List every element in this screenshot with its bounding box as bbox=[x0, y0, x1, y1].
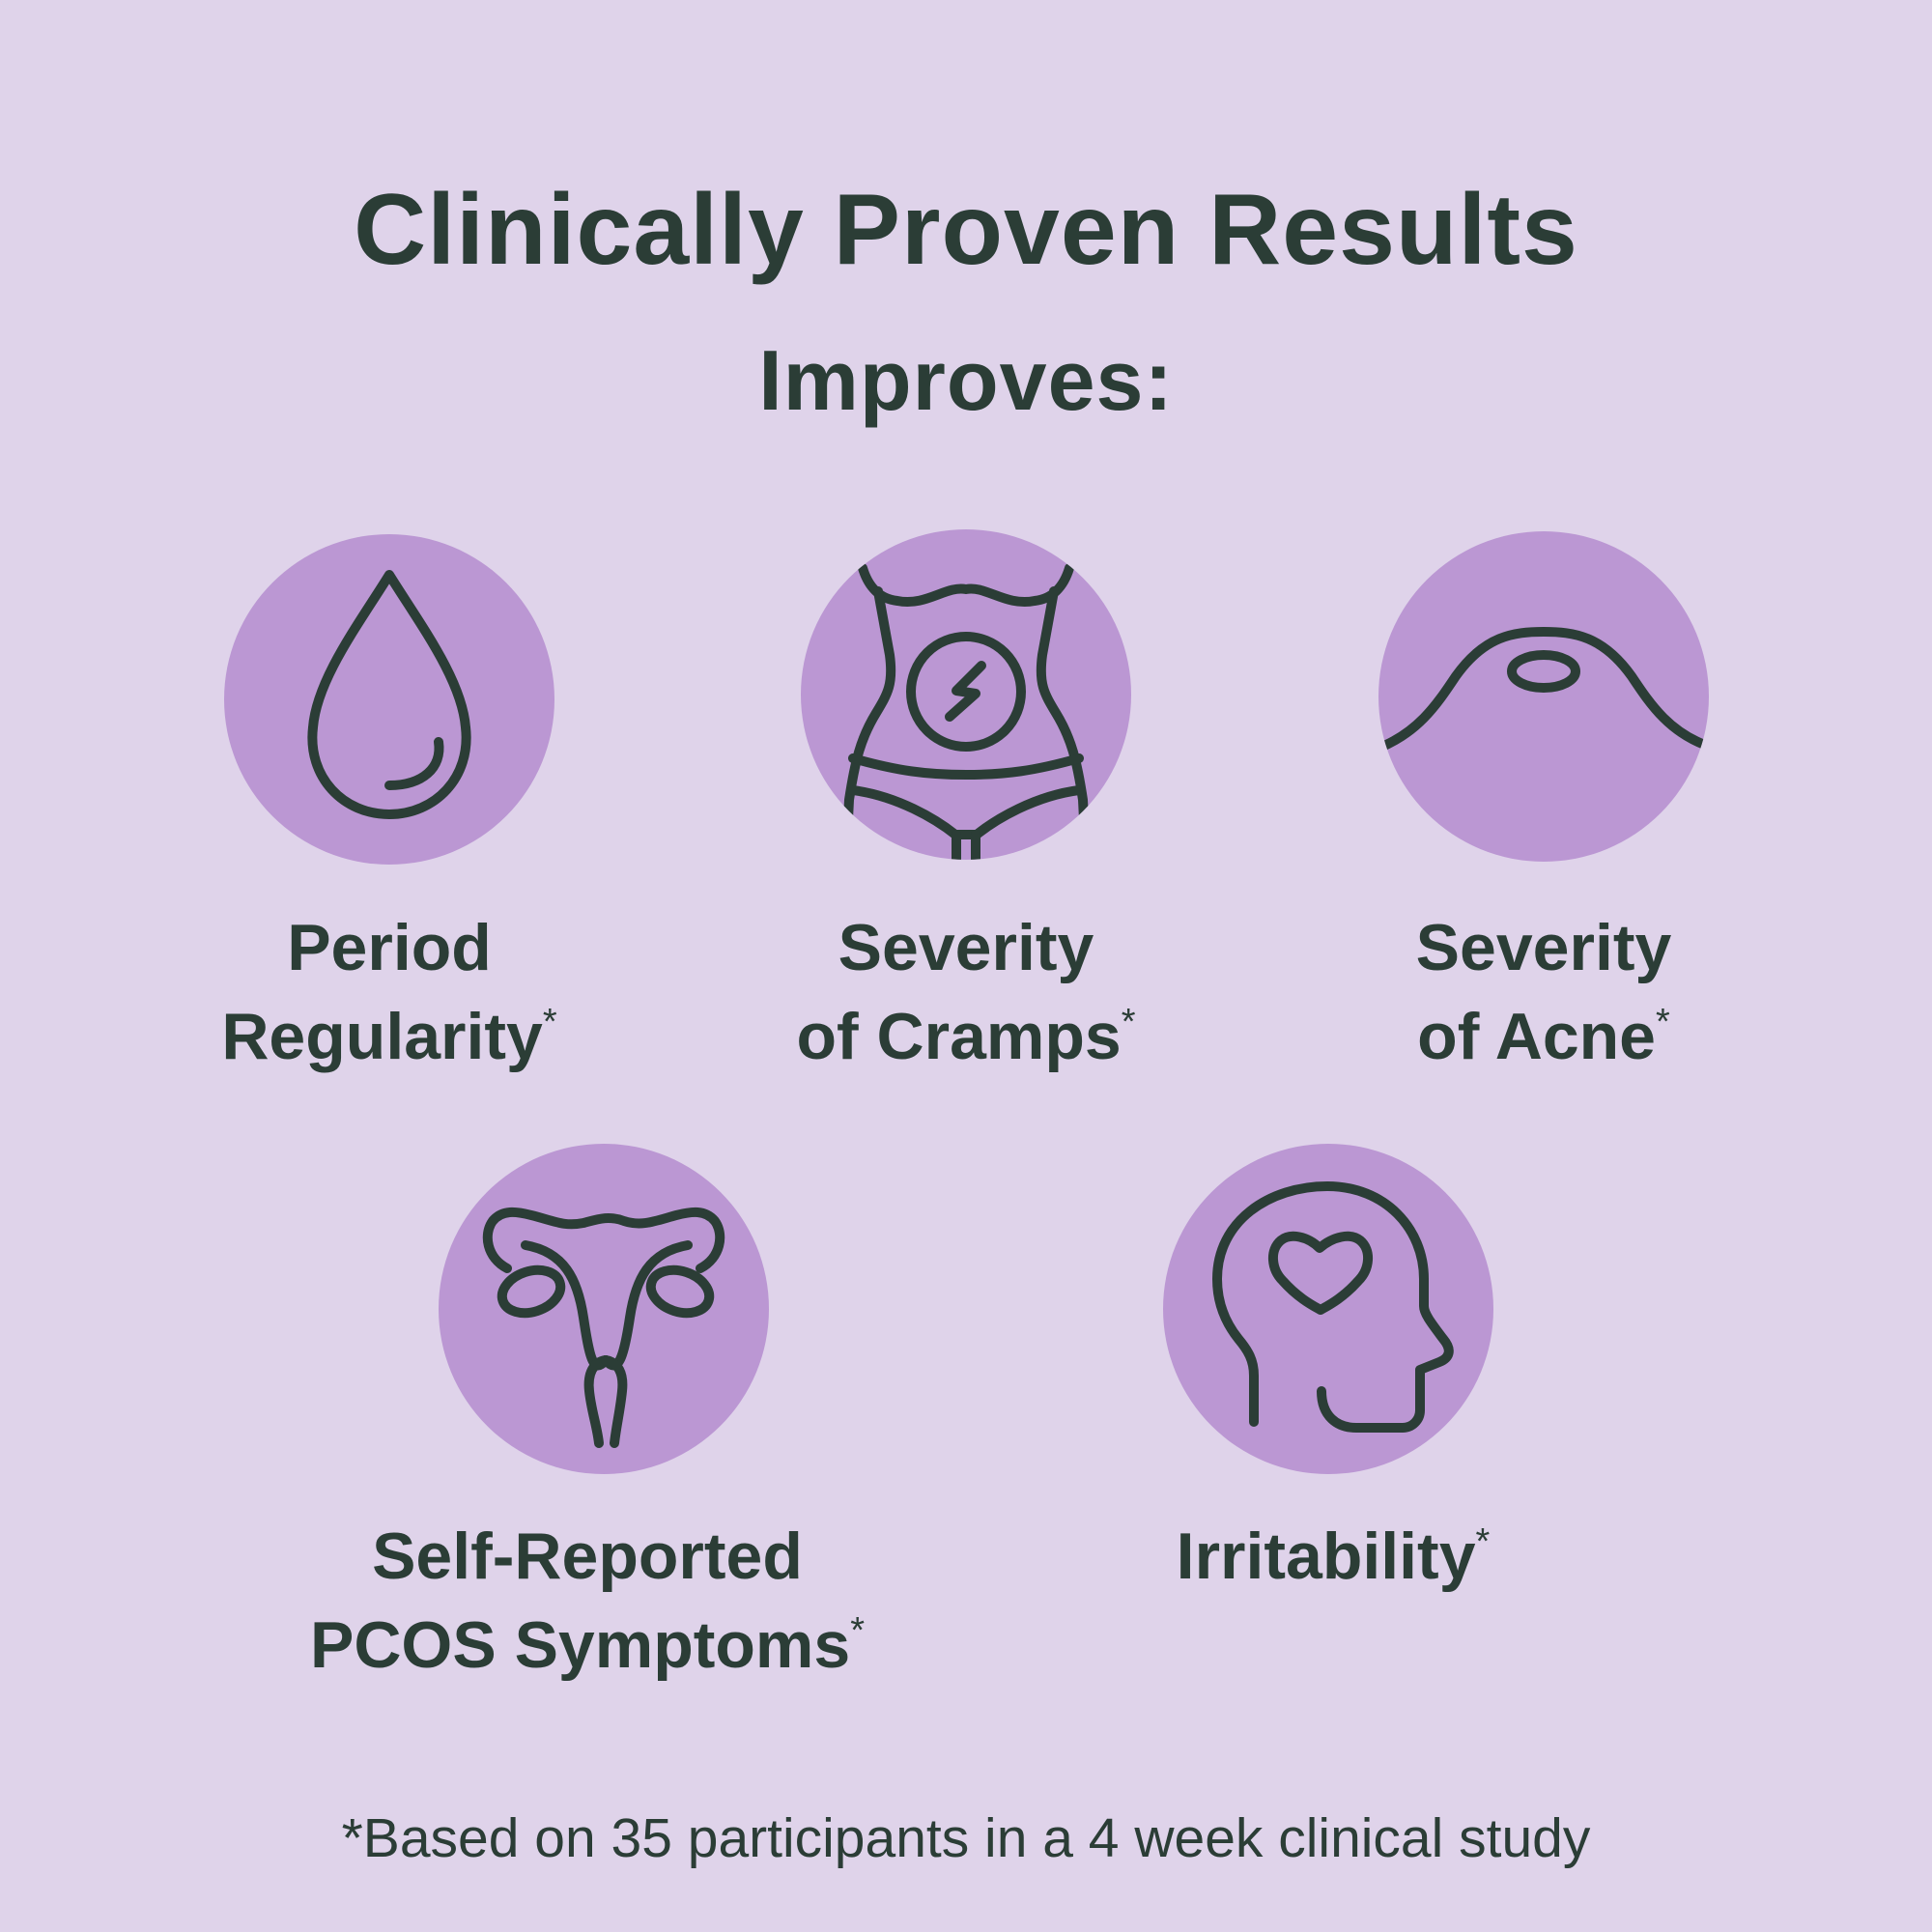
benefit-icon-circle-irritability bbox=[1163, 1144, 1493, 1474]
benefit-label-line2: PCOS Symptoms* bbox=[309, 1608, 866, 1682]
benefit-label-line2: Regularity* bbox=[221, 1000, 557, 1073]
benefit-icon-circle-period bbox=[224, 534, 554, 865]
asterisk-mark: * bbox=[1656, 1002, 1670, 1042]
benefit-label-pcos: Self-Reported PCOS Symptoms* bbox=[298, 1512, 877, 1690]
benefit-icon-circle-cramps bbox=[801, 529, 1131, 860]
benefit-icon-circle-pcos bbox=[439, 1144, 769, 1474]
benefit-label-irritability: Irritability* bbox=[1043, 1512, 1623, 1601]
benefit-label-line1: Severity bbox=[1415, 911, 1672, 984]
asterisk-mark: * bbox=[542, 1002, 557, 1042]
benefit-label-line1: Severity bbox=[838, 911, 1094, 984]
acne-pimple-icon bbox=[1378, 627, 1709, 753]
benefit-label-acne: Severity of Acne* bbox=[1254, 903, 1833, 1081]
benefit-label-line1: Irritability* bbox=[1176, 1520, 1491, 1593]
asterisk-mark: * bbox=[850, 1610, 866, 1651]
abdominal-cramp-icon bbox=[840, 563, 1092, 860]
asterisk-mark: * bbox=[1475, 1521, 1491, 1562]
benefit-label-cramps: Severity of Cramps* bbox=[676, 903, 1256, 1081]
uterus-icon bbox=[482, 1207, 725, 1448]
page-subtitle: Improves: bbox=[758, 332, 1174, 428]
blood-drop-icon bbox=[307, 570, 471, 819]
footnote: *Based on 35 participants in a 4 week cl… bbox=[341, 1807, 1591, 1869]
page-title: Clinically Proven Results bbox=[354, 174, 1578, 286]
head-heart-icon bbox=[1212, 1181, 1454, 1433]
benefit-label-line2: of Acne* bbox=[1417, 1000, 1670, 1073]
benefit-label-period: Period Regularity* bbox=[99, 903, 679, 1081]
benefit-icon-circle-acne bbox=[1378, 531, 1709, 862]
benefit-label-line1: Self-Reported bbox=[372, 1520, 803, 1593]
asterisk-mark: * bbox=[1121, 1002, 1136, 1042]
benefit-label-line2: of Cramps* bbox=[796, 1000, 1136, 1073]
benefit-label-line1: Period bbox=[287, 911, 492, 984]
